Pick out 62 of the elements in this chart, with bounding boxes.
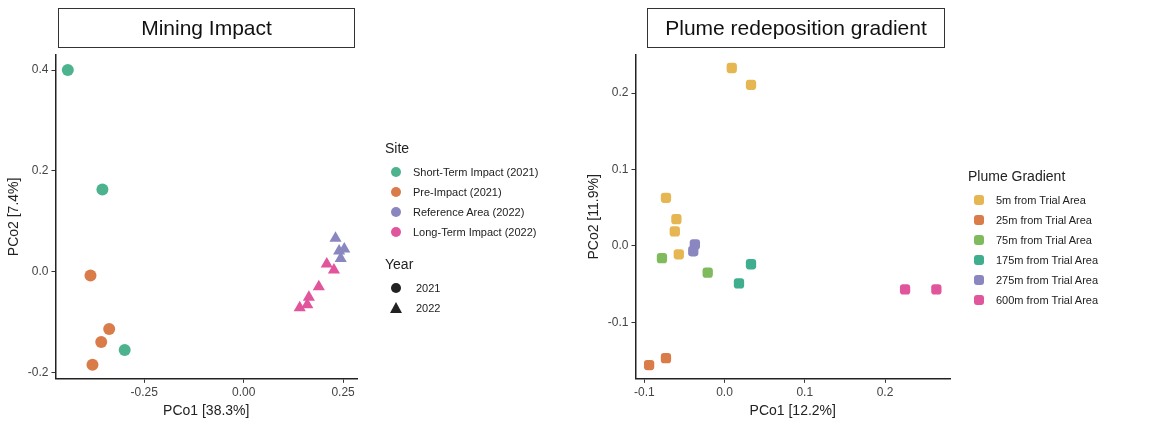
x-tick-label: -0.1 [633, 385, 655, 400]
point [726, 62, 737, 74]
x-axis-title: PCo1 [38.3%] [163, 402, 250, 419]
point [327, 263, 340, 274]
legend-label: 175m from Trial Area [996, 254, 1099, 266]
legend-label: Long-Term Impact (2022) [413, 226, 537, 238]
x-tick-label: -0.25 [130, 385, 159, 400]
point [669, 226, 680, 237]
point [312, 279, 325, 291]
point [86, 358, 99, 371]
y-tick-label: 0.0 [611, 238, 629, 253]
text: 2022 [416, 302, 441, 314]
point [931, 284, 942, 295]
x-tick-label: 0.25 [331, 385, 356, 400]
legend-label: 5m from Trial Area [996, 194, 1086, 206]
y-tick-label: 0.0 [31, 263, 49, 278]
y-tick-label: 0.1 [611, 161, 629, 176]
legend-label: Reference Area (2022) [413, 206, 525, 218]
y-axis-title: PCo2 [11.9%] [585, 174, 602, 260]
y-tick-label: 0.4 [31, 62, 49, 77]
legend-label: Short-Term Impact (2021) [413, 166, 539, 178]
y-tick-label: -0.2 [27, 364, 49, 379]
x-tick-label: 0.0 [716, 385, 734, 400]
point [745, 259, 757, 270]
point [643, 359, 655, 371]
point [702, 267, 713, 278]
y-tick-label: 0.2 [31, 163, 49, 178]
point [656, 252, 668, 264]
point [673, 249, 684, 260]
point [733, 278, 745, 289]
point [96, 183, 109, 196]
chart-title: Mining Impact [58, 8, 355, 48]
point [660, 353, 672, 364]
y-axis-title: PCo2 [7.4%] [5, 177, 22, 257]
text: 2021 [416, 282, 441, 294]
point [329, 231, 342, 242]
legend-label: 75m from Trial Area [996, 234, 1092, 246]
text: Year [385, 256, 415, 272]
y-tick-label: -0.1 [607, 314, 629, 329]
point [688, 246, 699, 257]
x-tick-label: 0.2 [876, 385, 894, 400]
point [899, 284, 911, 295]
x-tick-label: 0.1 [796, 385, 814, 400]
point [745, 79, 757, 90]
point [103, 322, 116, 335]
legend-label: 25m from Trial Area [996, 214, 1092, 226]
x-tick-label: 0.00 [231, 385, 256, 400]
chart-title: Plume redeposition gradient [647, 8, 945, 48]
point [84, 269, 97, 282]
point [293, 300, 306, 312]
point [660, 192, 672, 203]
y-tick-label: 0.2 [611, 85, 629, 100]
legend-label: 600m from Trial Area [996, 294, 1099, 306]
point [95, 336, 108, 349]
legend-title: Plume Gradient [968, 168, 1067, 184]
legend-title: Site [385, 140, 411, 156]
x-axis-title: PCo1 [12.2%] [749, 402, 836, 419]
point [320, 256, 333, 268]
legend-label: Pre-Impact (2021) [413, 186, 502, 198]
legend-label: 275m from Trial Area [996, 274, 1099, 286]
point [118, 344, 131, 357]
point [671, 214, 682, 225]
